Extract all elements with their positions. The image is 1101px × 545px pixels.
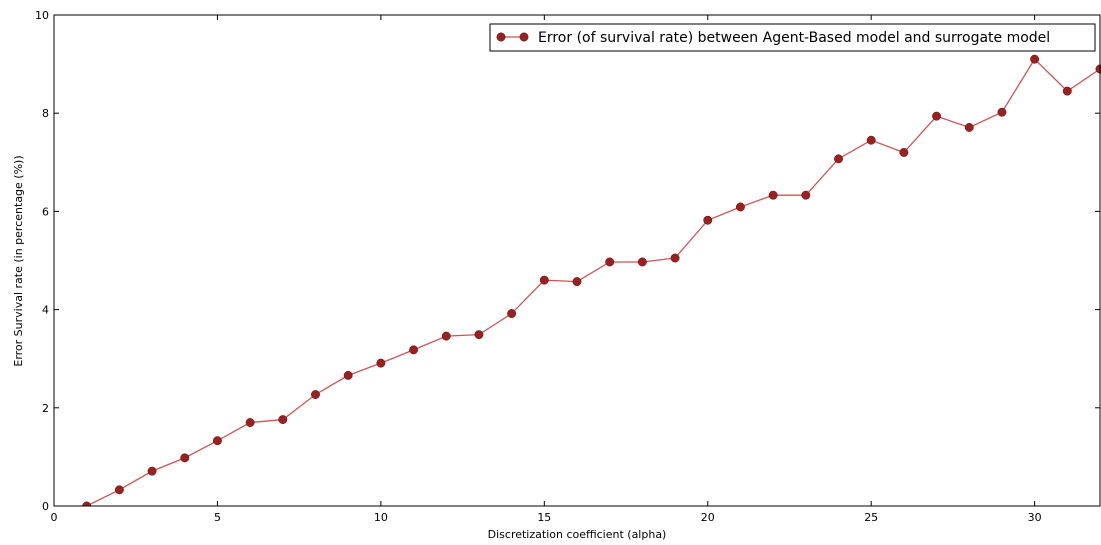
data-point	[147, 466, 157, 476]
data-point	[507, 309, 517, 318]
data-point	[572, 277, 582, 287]
data-point	[899, 148, 909, 157]
y-tick-label: 0	[42, 500, 49, 513]
legend-marker-sample	[496, 32, 506, 42]
data-point	[539, 275, 549, 285]
data-point	[932, 111, 942, 121]
y-tick-label: 10	[35, 9, 49, 22]
x-tick-label: 0	[51, 511, 58, 524]
data-point	[245, 418, 255, 427]
data-point	[768, 190, 778, 200]
data-point	[180, 453, 190, 463]
data-point	[343, 370, 353, 380]
data-layer	[82, 54, 1101, 506]
y-axis-label: Error Survival rate (in percentage (%))	[12, 155, 25, 366]
y-tick-label: 4	[42, 304, 49, 317]
data-point	[474, 330, 484, 340]
data-point	[212, 436, 222, 446]
data-point	[605, 257, 615, 267]
data-point	[866, 135, 876, 145]
data-point	[311, 390, 320, 399]
data-point	[834, 154, 843, 164]
series-line	[86, 58, 1101, 506]
data-point	[703, 215, 713, 225]
legend-box	[489, 23, 1096, 52]
y-tick-label: 6	[42, 205, 49, 218]
plot-frame	[53, 14, 1101, 507]
data-point	[735, 202, 745, 212]
legend-marker-sample	[519, 32, 529, 42]
x-tick-label: 20	[701, 511, 715, 524]
data-point	[670, 253, 680, 263]
x-axis-label: Discretization coefficient (alpha)	[488, 528, 667, 541]
data-point	[278, 415, 288, 425]
x-tick-label: 30	[1028, 511, 1042, 524]
y-tick-label: 2	[42, 402, 49, 415]
data-point	[1062, 86, 1072, 96]
x-tick-label: 10	[374, 511, 388, 524]
y-tick-label: 8	[42, 107, 49, 120]
x-tick-label: 5	[214, 511, 221, 524]
data-point	[441, 331, 451, 341]
legend: Error (of survival rate) between Agent-B…	[489, 23, 1096, 52]
x-tick-label: 25	[864, 511, 878, 524]
data-point	[114, 485, 124, 495]
data-point	[637, 257, 647, 267]
axes-layer: 0 5 10 15 20 25 30 0 2 4 6 8 10	[35, 9, 1100, 524]
data-point	[409, 345, 419, 355]
data-point	[376, 358, 386, 368]
legend-entry-label: Error (of survival rate) between Agent-B…	[538, 30, 1050, 46]
data-point	[997, 107, 1007, 117]
data-point	[1030, 54, 1040, 64]
data-point	[964, 122, 974, 132]
data-point	[801, 190, 811, 200]
x-tick-label: 15	[537, 511, 551, 524]
